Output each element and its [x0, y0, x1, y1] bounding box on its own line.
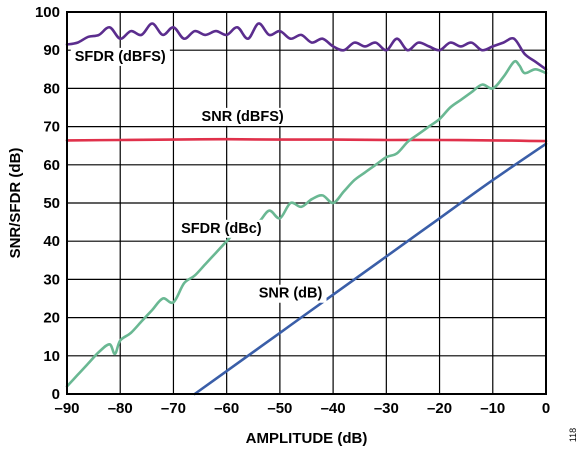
series-line-snr-db [193, 142, 548, 396]
series-label-bg [197, 107, 288, 126]
series-label-sfdr-dbc: SFDR (dBc) [181, 221, 262, 237]
x-tick-label: –20 [427, 400, 452, 417]
series-line-sfdr-dbfs [65, 22, 548, 71]
plot-frame [66, 11, 547, 395]
y-tick-label: 30 [43, 271, 60, 288]
x-tick-label: 0 [542, 400, 550, 417]
y-tick-labels: 0 10 20 30 40 50 60 70 80 90 100 [35, 4, 60, 403]
x-tick-label: –30 [374, 400, 399, 417]
x-tick-label: –80 [108, 400, 133, 417]
x-tick-label: –40 [321, 400, 346, 417]
y-tick-label: 10 [43, 348, 60, 365]
data-series [65, 22, 548, 396]
series-label-bg [177, 219, 266, 238]
x-tick-labels: –90 –80 –70 –60 –50 –40 –30 –20 –10 0 [54, 400, 550, 417]
x-tick-label: –60 [214, 400, 239, 417]
series-labels: SFDR (dBFS) SNR (dBFS) SFDR (dBc) SNR (dB) [70, 47, 327, 303]
y-tick-label: 0 [52, 386, 60, 403]
y-axis-title: SNR/SFDR (dB) [7, 148, 24, 259]
x-axis-title: AMPLITUDE (dB) [246, 430, 368, 447]
y-tick-label: 100 [35, 4, 60, 21]
y-tick-label: 40 [43, 233, 60, 250]
y-tick-label: 70 [43, 119, 60, 136]
series-label-sfdr-dbfs: SFDR (dBFS) [75, 49, 166, 65]
x-tick-label: –90 [54, 400, 79, 417]
series-line-sfdr-dbc [65, 59, 548, 388]
series-label-snr-db: SNR (dB) [259, 286, 323, 302]
series-label-bg [70, 47, 170, 66]
y-tick-label: 50 [43, 195, 60, 212]
x-tick-label: –10 [480, 400, 505, 417]
series-label-bg [254, 284, 327, 303]
y-tick-label: 60 [43, 157, 60, 174]
series-line-snr-dbfs [65, 137, 548, 143]
x-tick-label: –70 [161, 400, 186, 417]
y-tick-label: 80 [43, 80, 60, 97]
y-tick-label: 90 [43, 42, 60, 59]
y-tick-label: 20 [43, 310, 60, 327]
series-label-snr-dbfs: SNR (dBFS) [202, 109, 284, 125]
x-tick-label: –50 [267, 400, 292, 417]
figure-id: 118 [568, 428, 578, 442]
